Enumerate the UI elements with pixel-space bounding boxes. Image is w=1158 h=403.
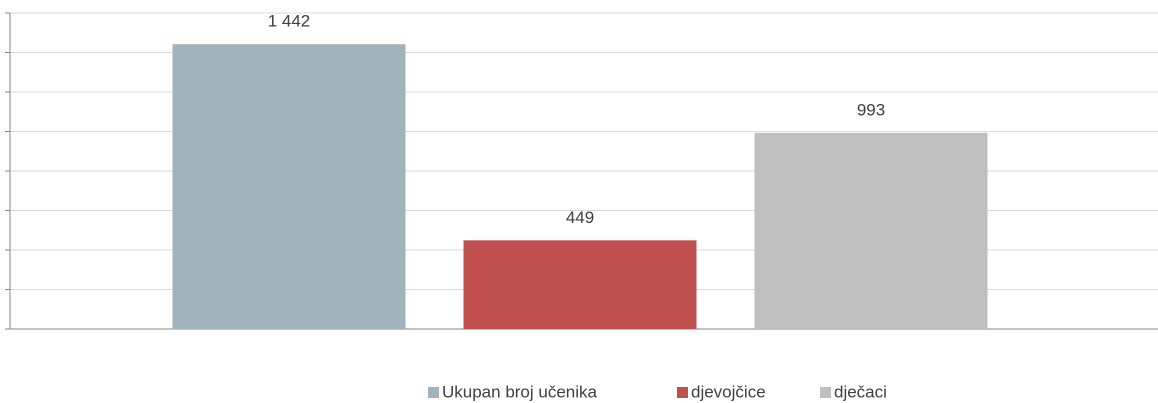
legend-swatch	[820, 387, 831, 398]
bar	[172, 44, 406, 330]
legend-swatch	[428, 387, 439, 398]
data-label: 449	[566, 208, 594, 227]
legend-label: djevojčice	[691, 382, 766, 401]
bar	[463, 240, 697, 329]
bar	[754, 132, 988, 329]
legend-label: Ukupan broj učenika	[442, 382, 598, 401]
legend-label: dječaci	[834, 382, 887, 401]
legend-swatch	[677, 387, 688, 398]
data-label: 1 442	[268, 12, 311, 31]
data-label: 993	[857, 100, 885, 119]
